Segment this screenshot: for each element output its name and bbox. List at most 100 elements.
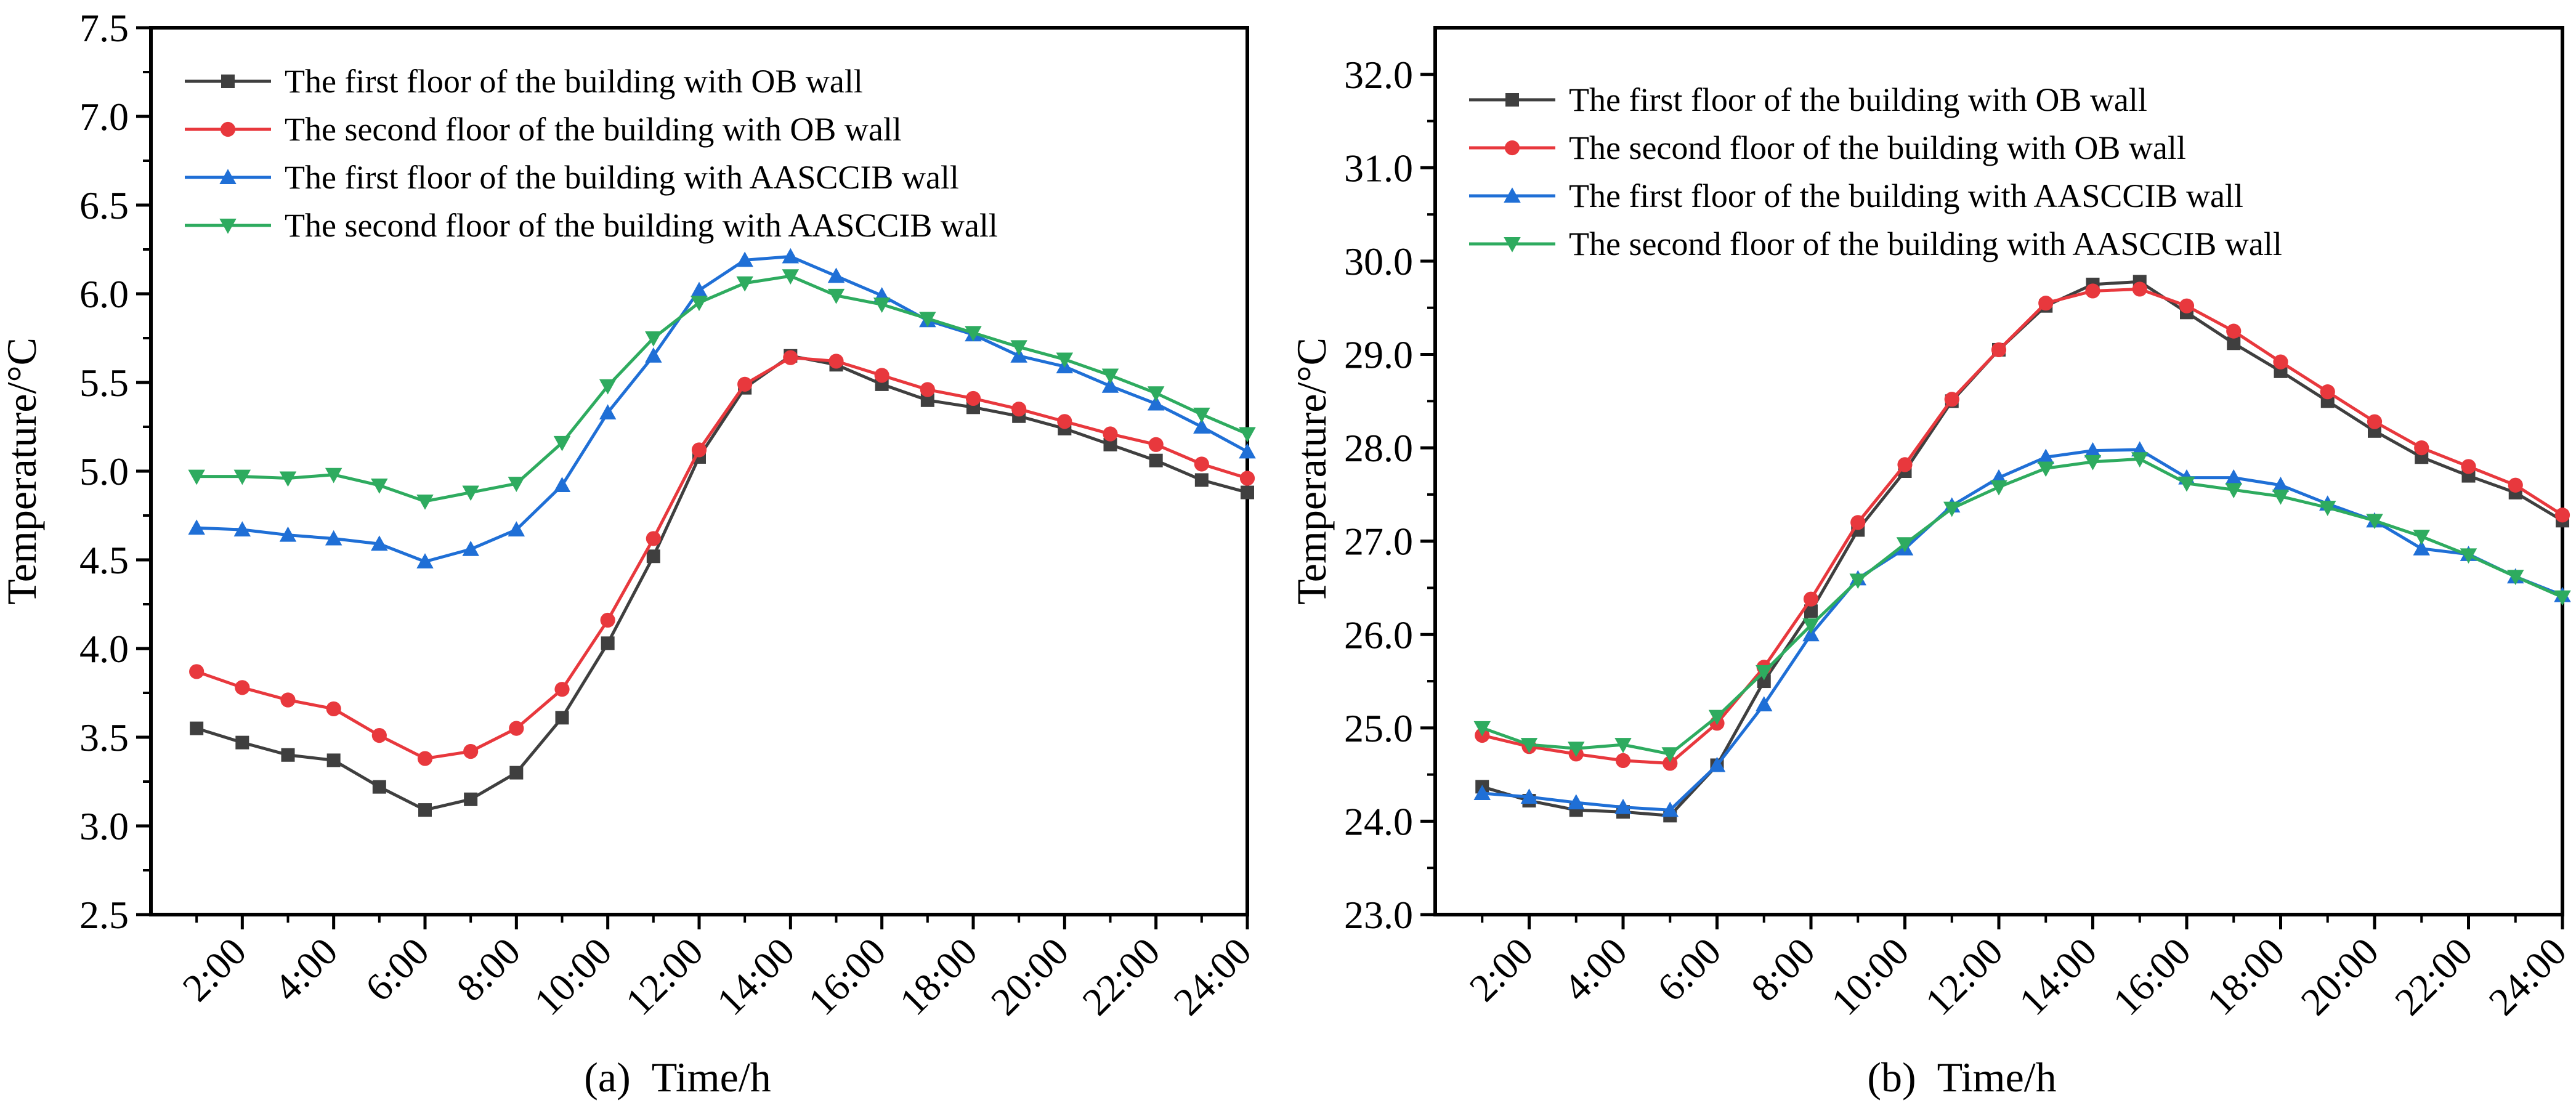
y-tick-label: 3.5 bbox=[79, 716, 129, 759]
data-point bbox=[326, 753, 341, 767]
x-tick-label: 8:00 bbox=[1743, 929, 1823, 1010]
x-tick-label: 12:00 bbox=[617, 929, 711, 1024]
series-line-3 bbox=[1482, 448, 2563, 812]
y-tick-label: 2.5 bbox=[79, 893, 129, 937]
x-tick-label: 20:00 bbox=[982, 929, 1077, 1024]
data-point bbox=[736, 251, 753, 267]
data-point bbox=[1473, 785, 1491, 800]
y-tick-label: 24.0 bbox=[1344, 799, 1413, 843]
data-point bbox=[1194, 456, 1209, 472]
data-point bbox=[2319, 501, 2336, 516]
data-point bbox=[1473, 721, 1491, 737]
x-tick-label: 18:00 bbox=[891, 929, 986, 1024]
legend-label: The second floor of the building with OB… bbox=[285, 111, 902, 148]
data-point bbox=[1943, 501, 1961, 517]
data-point bbox=[1756, 665, 1773, 681]
data-point bbox=[371, 479, 388, 494]
panel-a: 2.5 3.0 3.5 4.0 4.5 5.0 5.5 6.0 6.5 7.0 7.5 2:00 4:0… bbox=[0, 6, 1260, 1101]
data-point bbox=[1193, 418, 1210, 434]
y-tick-label: 30.0 bbox=[1344, 240, 1413, 283]
data-point bbox=[1803, 591, 1819, 607]
data-point bbox=[691, 281, 708, 297]
data-point bbox=[2272, 476, 2290, 492]
data-point bbox=[1708, 756, 1726, 772]
legend-marker bbox=[219, 219, 237, 234]
data-point bbox=[2225, 469, 2242, 485]
data-point bbox=[2508, 477, 2523, 493]
x-tick-label: 4:00 bbox=[265, 929, 346, 1010]
data-point bbox=[1944, 392, 1959, 407]
y-tick-label: 4.0 bbox=[79, 627, 129, 671]
data-point bbox=[599, 404, 617, 419]
data-point bbox=[2414, 440, 2429, 456]
data-point bbox=[233, 469, 251, 485]
data-point bbox=[1896, 537, 1914, 552]
data-point bbox=[2084, 455, 2102, 471]
x-axis-title: (b) Time/h bbox=[1867, 1054, 2056, 1101]
data-point bbox=[555, 711, 569, 725]
data-point bbox=[554, 682, 570, 697]
data-point bbox=[1663, 756, 1678, 771]
panel-b: 23.0 24.0 25.0 26.0 27.0 28.0 29.0 30.0 31.0 32.0… bbox=[1288, 26, 2575, 1101]
data-point bbox=[645, 347, 662, 363]
data-point bbox=[691, 296, 708, 312]
series-line-4 bbox=[1481, 457, 2564, 756]
data-point bbox=[509, 766, 524, 780]
x-tick-label: 24:00 bbox=[1165, 929, 1260, 1024]
data-point bbox=[1568, 742, 1585, 757]
data-point bbox=[416, 553, 434, 568]
x-tick-label: 16:00 bbox=[2105, 929, 2199, 1024]
data-point bbox=[1614, 738, 1632, 753]
data-point bbox=[1614, 798, 1632, 814]
x-tick-label: 22:00 bbox=[1074, 929, 1168, 1024]
data-point bbox=[325, 467, 342, 483]
x-axis-title: (a) Time/h bbox=[584, 1054, 771, 1101]
legend-marker bbox=[1505, 93, 1519, 107]
data-point bbox=[553, 435, 571, 451]
data-point bbox=[508, 477, 525, 492]
data-point bbox=[1239, 427, 1256, 443]
x-axis-label: Time/h bbox=[652, 1054, 771, 1101]
y-tick-label: 28.0 bbox=[1344, 426, 1413, 470]
data-point bbox=[326, 701, 341, 717]
x-tick-label: 2:00 bbox=[1461, 929, 1542, 1010]
y-tick-label: 25.0 bbox=[1344, 706, 1413, 750]
data-point bbox=[235, 680, 250, 695]
data-point bbox=[463, 743, 479, 759]
data-point bbox=[1010, 340, 1027, 356]
series-line-3 bbox=[196, 254, 1249, 564]
panel-label: (a) bbox=[584, 1054, 630, 1101]
data-point bbox=[418, 803, 432, 817]
legend-label: The first floor of the building with AAS… bbox=[1569, 177, 2243, 214]
data-point bbox=[462, 485, 479, 501]
data-point bbox=[1991, 342, 2007, 358]
legend-label: The second floor of the building with OB… bbox=[1569, 129, 2186, 166]
data-point bbox=[1194, 473, 1209, 487]
data-point bbox=[2366, 514, 2383, 530]
data-point bbox=[874, 368, 889, 383]
x-tick-label: 14:00 bbox=[2011, 929, 2105, 1024]
data-point bbox=[417, 751, 433, 766]
data-point bbox=[737, 376, 753, 392]
data-point bbox=[1756, 696, 1773, 711]
x-tick-label: 18:00 bbox=[2198, 929, 2293, 1024]
legend-label: The first floor of the building with AAS… bbox=[285, 159, 959, 196]
data-point bbox=[2320, 384, 2335, 400]
legend-marker bbox=[220, 121, 236, 137]
legend-label: The first floor of the building with OB … bbox=[1569, 81, 2147, 118]
y-tick-label: 3.0 bbox=[79, 804, 129, 848]
data-point bbox=[1804, 604, 1818, 618]
data-point bbox=[462, 540, 479, 556]
data-point bbox=[2179, 298, 2195, 313]
data-point bbox=[2178, 476, 2195, 492]
data-point bbox=[188, 519, 205, 535]
y-tick-label: 32.0 bbox=[1344, 53, 1413, 97]
data-point bbox=[2084, 442, 2102, 458]
data-point bbox=[1241, 485, 1254, 499]
x-tick-label: 6:00 bbox=[1649, 929, 1730, 1010]
data-point bbox=[1990, 480, 2007, 496]
data-point bbox=[371, 535, 388, 551]
panel-label: (b) bbox=[1867, 1054, 1916, 1101]
data-point bbox=[2461, 459, 2476, 474]
